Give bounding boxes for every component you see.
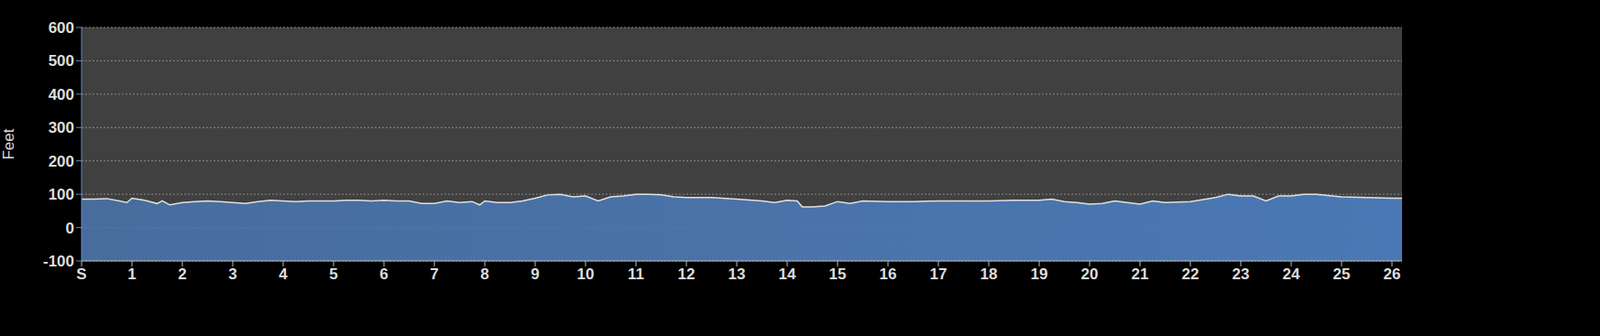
svg-text:7: 7: [429, 265, 439, 284]
svg-text:18: 18: [980, 265, 998, 284]
svg-text:19: 19: [1030, 265, 1049, 284]
svg-text:100: 100: [48, 186, 75, 204]
svg-text:5: 5: [328, 265, 338, 284]
svg-text:8: 8: [480, 265, 489, 284]
svg-text:Feet: Feet: [7, 128, 18, 160]
svg-text:S: S: [76, 265, 87, 284]
svg-text:25: 25: [1333, 265, 1351, 284]
svg-text:26: 26: [1383, 265, 1402, 284]
svg-text:6: 6: [379, 265, 388, 284]
svg-text:12: 12: [678, 265, 696, 284]
svg-text:4: 4: [278, 265, 288, 284]
svg-text:23: 23: [1232, 265, 1250, 284]
svg-text:1: 1: [127, 265, 136, 284]
svg-text:17: 17: [930, 265, 948, 284]
svg-text:15: 15: [829, 265, 847, 284]
svg-text:300: 300: [48, 119, 75, 137]
svg-text:0: 0: [65, 219, 75, 238]
svg-text:11: 11: [627, 265, 645, 284]
svg-text:21: 21: [1131, 265, 1150, 284]
svg-text:2: 2: [177, 265, 187, 284]
svg-text:16: 16: [879, 265, 898, 284]
svg-text:9: 9: [530, 265, 539, 284]
svg-text:13: 13: [728, 265, 746, 284]
svg-text:24: 24: [1282, 265, 1301, 284]
svg-text:20: 20: [1081, 265, 1099, 284]
svg-text:-100: -100: [43, 252, 75, 271]
svg-text:22: 22: [1182, 265, 1200, 284]
svg-text:200: 200: [48, 153, 75, 171]
svg-text:14: 14: [778, 265, 797, 284]
svg-text:600: 600: [48, 19, 75, 37]
svg-text:500: 500: [48, 52, 75, 70]
svg-text:3: 3: [228, 265, 237, 284]
svg-text:10: 10: [577, 265, 595, 284]
svg-text:400: 400: [48, 86, 75, 104]
